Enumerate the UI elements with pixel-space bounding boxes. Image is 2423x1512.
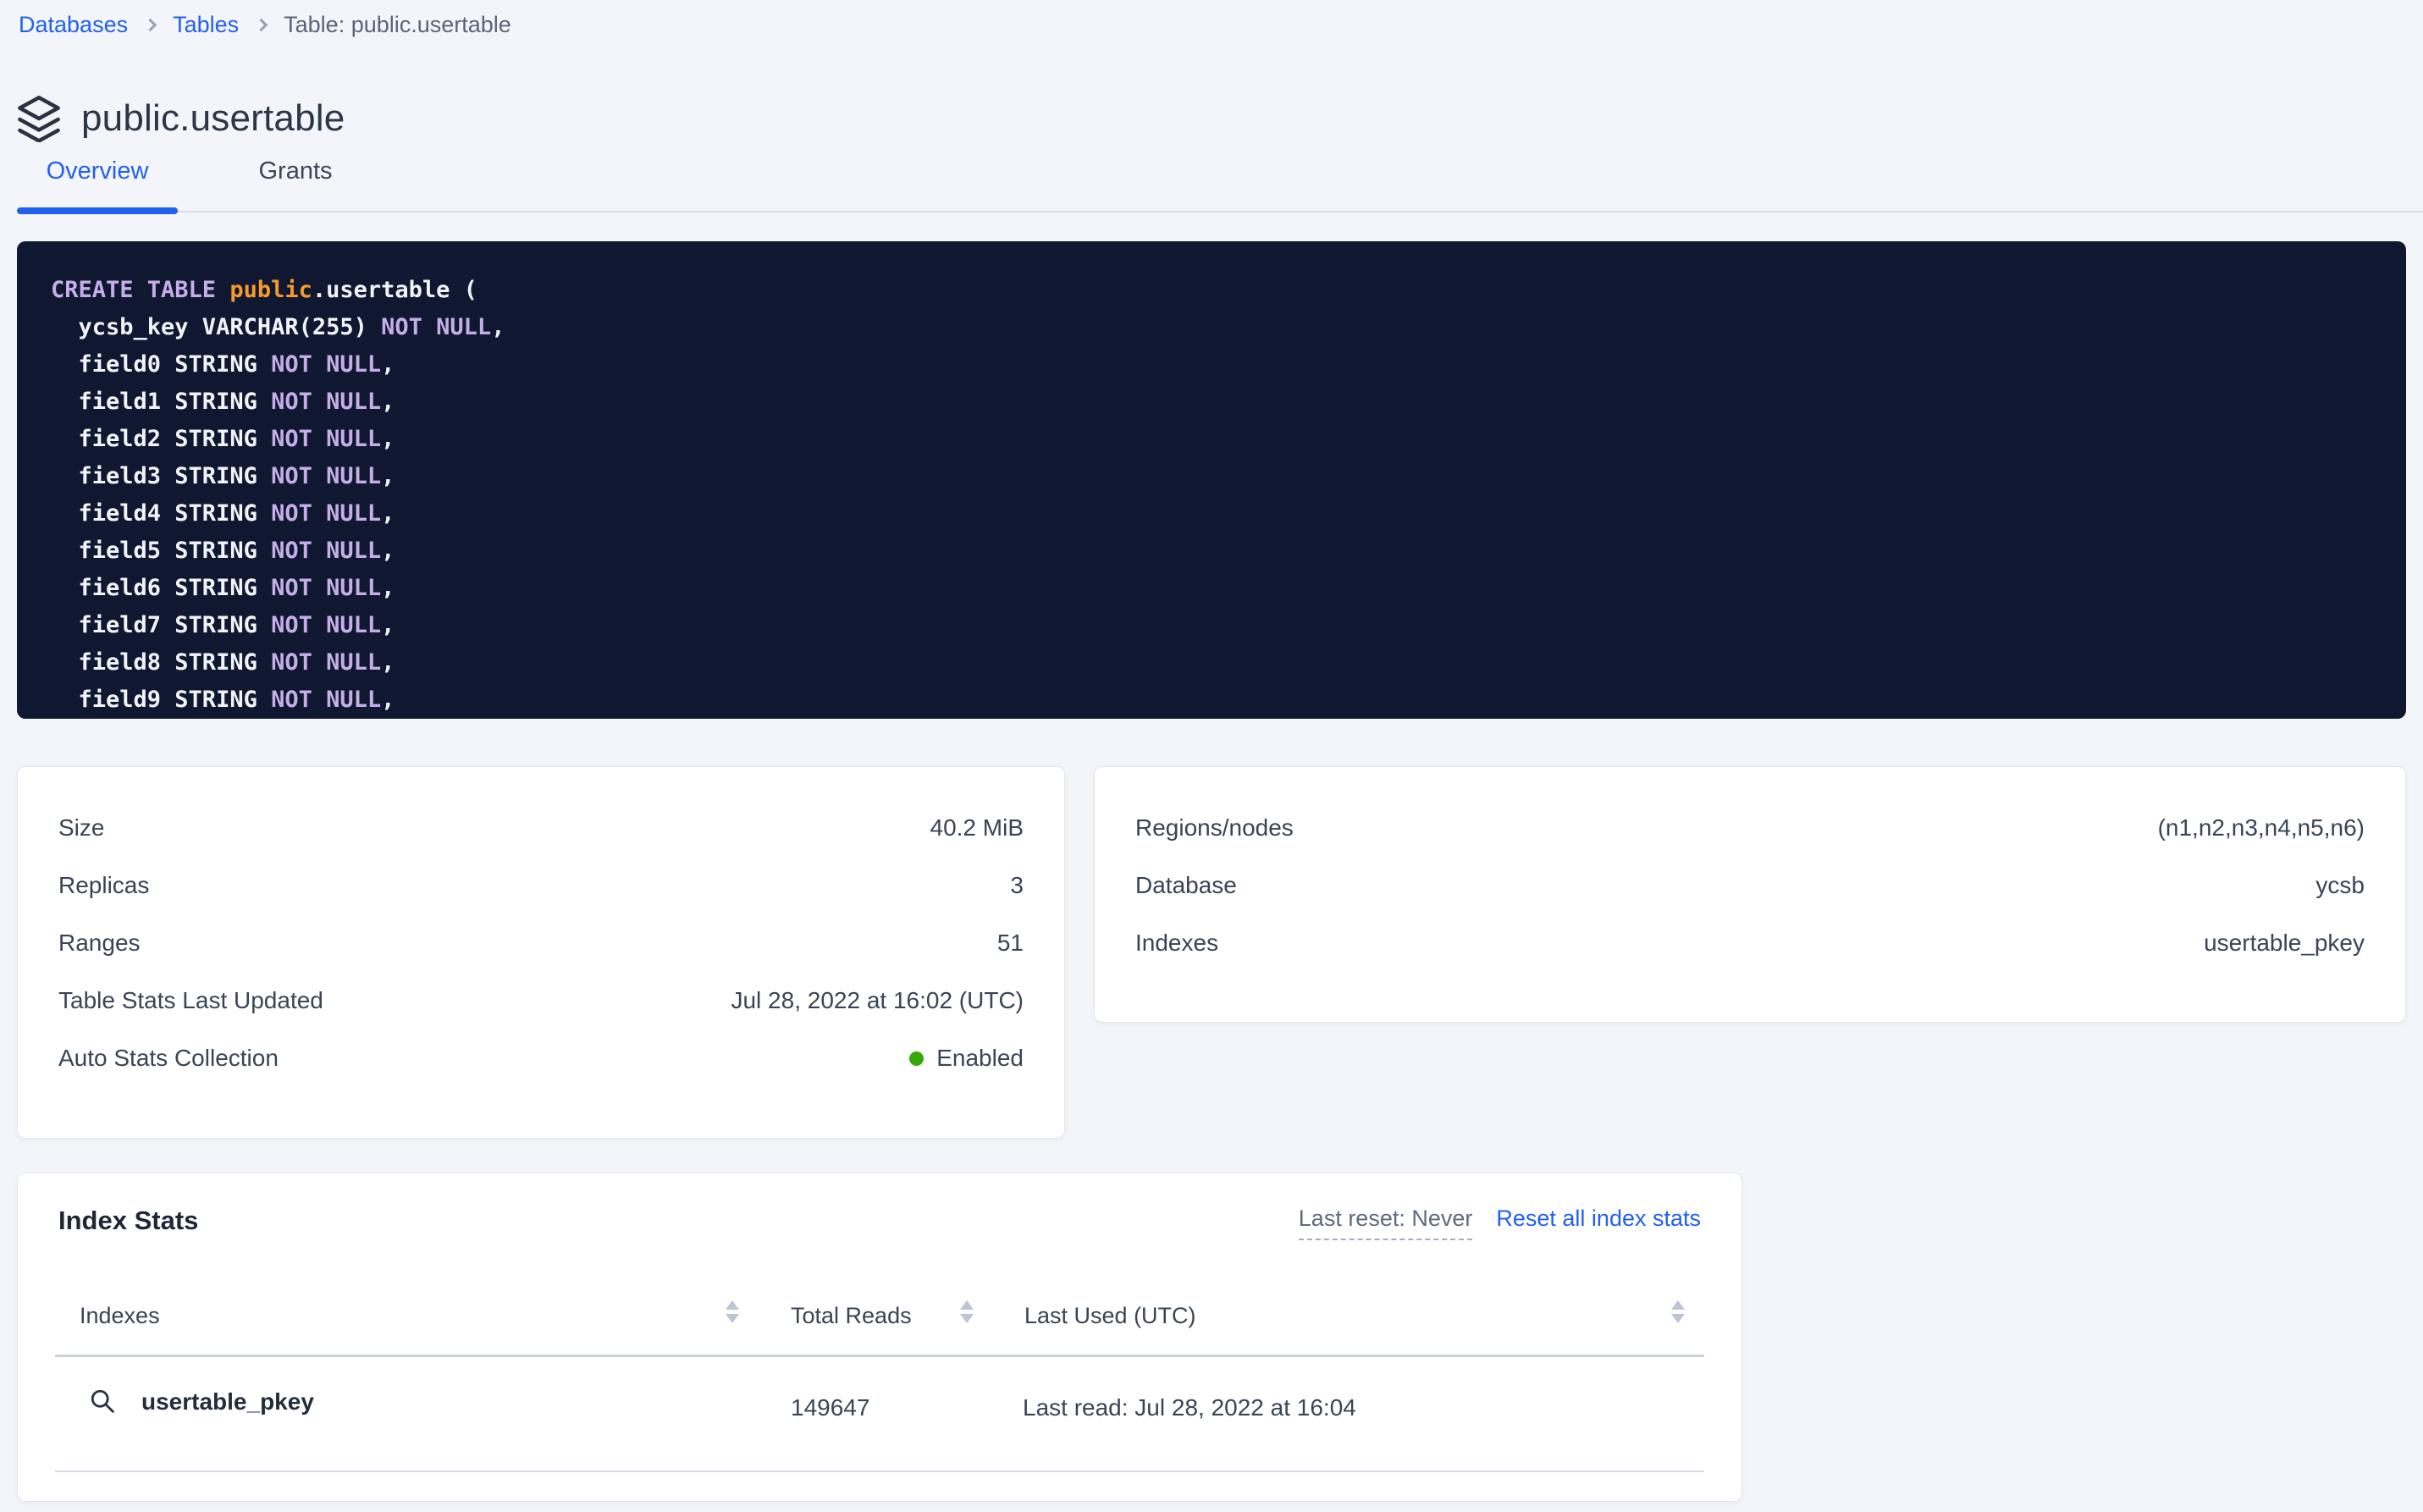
- row-divider: [55, 1471, 1704, 1472]
- detail-row: Table Stats Last Updated Jul 28, 2022 at …: [58, 972, 1024, 1029]
- index-total-reads: 149647: [791, 1394, 870, 1421]
- sort-icon[interactable]: [726, 1300, 739, 1323]
- sql-line: field2 STRING NOT NULL,: [51, 426, 395, 452]
- stack-icon: [18, 95, 60, 142]
- breadcrumb-link-tables[interactable]: Tables: [173, 11, 240, 37]
- sql-line: field0 STRING NOT NULL,: [51, 351, 395, 378]
- detail-value: Enabled: [909, 1045, 1024, 1072]
- breadcrumb-link-databases[interactable]: Databases: [19, 11, 129, 37]
- detail-row: Regions/nodes (n1,n2,n3,n4,n5,n6): [1135, 799, 2365, 857]
- sql-line: field4 STRING NOT NULL,: [51, 500, 395, 527]
- sql-line: field7 STRING NOT NULL,: [51, 612, 395, 638]
- tab-overview[interactable]: Overview: [46, 157, 149, 185]
- detail-row: Indexes usertable_pkey: [1135, 914, 2365, 972]
- index-table-row: usertable_pkey 149647 Last read: Jul 28, 2…: [18, 1357, 1741, 1474]
- detail-value: ycsb: [2315, 872, 2365, 898]
- column-header-last-used[interactable]: Last Used (UTC): [1024, 1303, 1196, 1328]
- page-header: public.usertable: [17, 91, 345, 146]
- chevron-right-icon: [143, 18, 157, 31]
- detail-label: Table Stats Last Updated: [58, 987, 323, 1013]
- sql-line: field3 STRING NOT NULL,: [51, 463, 395, 489]
- header-divider: [55, 1355, 1704, 1357]
- index-table-body: usertable_pkey 149647 Last read: Jul 28, 2…: [18, 1357, 1741, 1474]
- search-icon: [91, 1389, 114, 1413]
- column-header-indexes[interactable]: Indexes: [80, 1303, 160, 1328]
- create-table-statement: CREATE TABLE public.usertable ( ycsb_key…: [17, 241, 2406, 719]
- sql-line: field8 STRING NOT NULL,: [51, 649, 395, 676]
- sql-line: field5 STRING NOT NULL,: [51, 538, 395, 564]
- detail-label: Auto Stats Collection: [58, 1045, 279, 1071]
- detail-value: (n1,n2,n3,n4,n5,n6): [2157, 814, 2365, 841]
- sql-line: ycsb_key VARCHAR(255) NOT NULL,: [51, 314, 505, 340]
- index-stats-title: Index Stats: [58, 1206, 199, 1235]
- detail-label: Database: [1135, 872, 1237, 898]
- detail-label: Replicas: [58, 872, 150, 898]
- index-table-header: Indexes Total Reads Last Used (UTC): [18, 1299, 1741, 1336]
- sql-code: CREATE TABLE public.usertable ( ycsb_key…: [51, 272, 2372, 719]
- detail-row: Database ycsb: [1135, 857, 2365, 914]
- tab-bar: Overview Grants: [17, 152, 376, 193]
- column-header-total-reads[interactable]: Total Reads: [791, 1303, 912, 1328]
- detail-value: 51: [996, 930, 1024, 956]
- detail-value: 3: [1010, 872, 1024, 898]
- detail-row: Auto Stats Collection Enabled: [58, 1029, 1024, 1087]
- sort-icon[interactable]: [960, 1300, 974, 1323]
- table-details-card: Size 40.2 MiB Replicas 3 Ranges 51 Table Stats…: [17, 766, 1065, 1139]
- index-name[interactable]: usertable_pkey: [141, 1388, 314, 1415]
- chevron-right-icon: [254, 18, 268, 31]
- detail-label: Size: [58, 814, 105, 841]
- page-title: public.usertable: [81, 97, 345, 139]
- table-metadata-card: Regions/nodes (n1,n2,n3,n4,n5,n6) Database…: [1094, 766, 2406, 1023]
- sort-icon[interactable]: [1671, 1300, 1685, 1323]
- detail-row: Ranges 51: [58, 914, 1024, 972]
- tab-grants[interactable]: Grants: [258, 157, 333, 185]
- last-reset-label: Last reset: Never: [1298, 1206, 1473, 1240]
- breadcrumb-current: Table: public.usertable: [284, 11, 511, 37]
- detail-value: Jul 28, 2022 at 16:02 (UTC): [731, 987, 1024, 1013]
- detail-value: usertable_pkey: [2204, 930, 2365, 956]
- detail-value: 40.2 MiB: [930, 814, 1024, 841]
- detail-row: Replicas 3: [58, 857, 1024, 914]
- index-stats-card: Index Stats Last reset: Never Reset all …: [17, 1173, 1742, 1502]
- detail-label: Indexes: [1135, 930, 1219, 956]
- detail-row: Size 40.2 MiB: [58, 799, 1024, 857]
- detail-label: Regions/nodes: [1135, 814, 1294, 841]
- sql-line: field6 STRING NOT NULL,: [51, 575, 395, 601]
- breadcrumb: Databases Tables Table: public.usertable: [19, 8, 511, 41]
- sql-line: field9 STRING NOT NULL,: [51, 687, 395, 713]
- tab-track: [17, 211, 2423, 212]
- sql-line: field1 STRING NOT NULL,: [51, 389, 395, 415]
- reset-index-stats-link[interactable]: Reset all index stats: [1496, 1206, 1701, 1231]
- index-last-used: Last read: Jul 28, 2022 at 16:04: [1023, 1394, 1356, 1421]
- detail-label: Ranges: [58, 930, 141, 956]
- sql-line: CREATE TABLE public.usertable (: [51, 277, 477, 303]
- index-stats-header: Index Stats Last reset: Never Reset all …: [18, 1173, 1741, 1240]
- status-dot-icon: [909, 1051, 924, 1066]
- active-tab-indicator: [17, 207, 178, 214]
